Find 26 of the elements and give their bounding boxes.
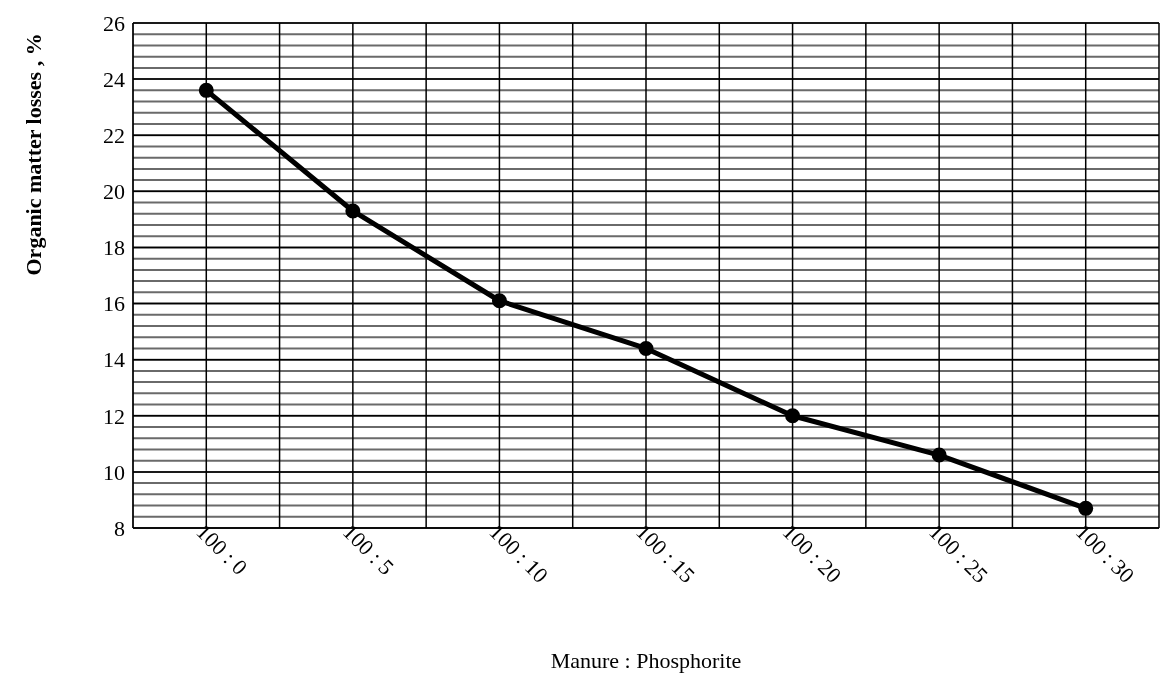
y-tick-label: 22: [103, 123, 125, 149]
y-tick-label: 8: [114, 515, 125, 541]
y-tick-label: 20: [103, 179, 125, 205]
point: [1078, 500, 1094, 516]
y-tick-label: 14: [103, 347, 125, 373]
point: [931, 447, 947, 463]
x-tick-label: 100 : 15: [631, 519, 700, 588]
point: [345, 203, 361, 219]
y-tick-label: 16: [103, 291, 125, 317]
y-tick-label: 24: [103, 66, 125, 92]
y-axis-title: Organic matter losses , %: [20, 33, 46, 276]
x-tick-label: 100 : 0: [191, 519, 253, 580]
x-tick-label: 100 : 10: [484, 519, 554, 588]
point: [638, 340, 654, 356]
x-tick-label: 100 : 25: [924, 519, 993, 588]
x-tick-label: 100 : 30: [1070, 519, 1140, 588]
x-axis-title: Manure : Phosphorite: [550, 648, 742, 673]
x-tick-label: 100 : 5: [338, 519, 399, 580]
y-tick-label: 10: [103, 459, 125, 485]
y-tick-label: 26: [103, 10, 125, 36]
point: [198, 82, 214, 98]
point: [785, 408, 801, 424]
point: [491, 293, 507, 309]
y-tick-label: 18: [103, 235, 125, 261]
y-tick-label: 12: [103, 403, 125, 429]
x-tick-label: 100 : 20: [777, 519, 847, 588]
